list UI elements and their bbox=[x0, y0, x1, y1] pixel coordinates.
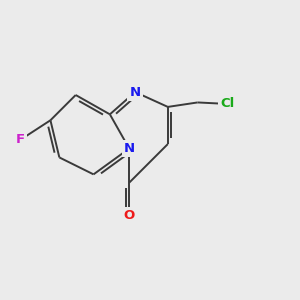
Text: F: F bbox=[16, 133, 25, 146]
Text: O: O bbox=[124, 209, 135, 223]
Text: N: N bbox=[124, 142, 135, 155]
Text: N: N bbox=[130, 85, 141, 98]
Text: Cl: Cl bbox=[220, 98, 234, 110]
